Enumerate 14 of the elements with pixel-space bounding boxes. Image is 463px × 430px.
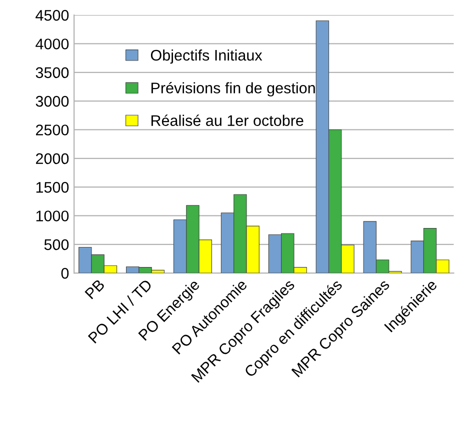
y-tick-label: 1000 xyxy=(36,210,69,222)
y-tick-label: 0 xyxy=(61,268,69,279)
y-tick-label: 3000 xyxy=(36,96,69,107)
y-tick-label: 4500 xyxy=(36,10,69,21)
y-tick-label: 2500 xyxy=(36,124,69,136)
legend-label: Objectifs Initiaux xyxy=(150,49,262,64)
y-tick-label: 1500 xyxy=(36,182,69,193)
legend-label: Réalisé au 1er octobre xyxy=(151,114,304,126)
y-tick-label: 2000 xyxy=(36,153,69,164)
x-tick-label: PB xyxy=(84,278,106,300)
y-tick-label: 3500 xyxy=(36,67,69,78)
y-tick-label: 500 xyxy=(44,239,69,250)
y-tick-label: 4000 xyxy=(36,38,69,50)
legend-label: Prévisions fin de gestion xyxy=(151,82,315,96)
